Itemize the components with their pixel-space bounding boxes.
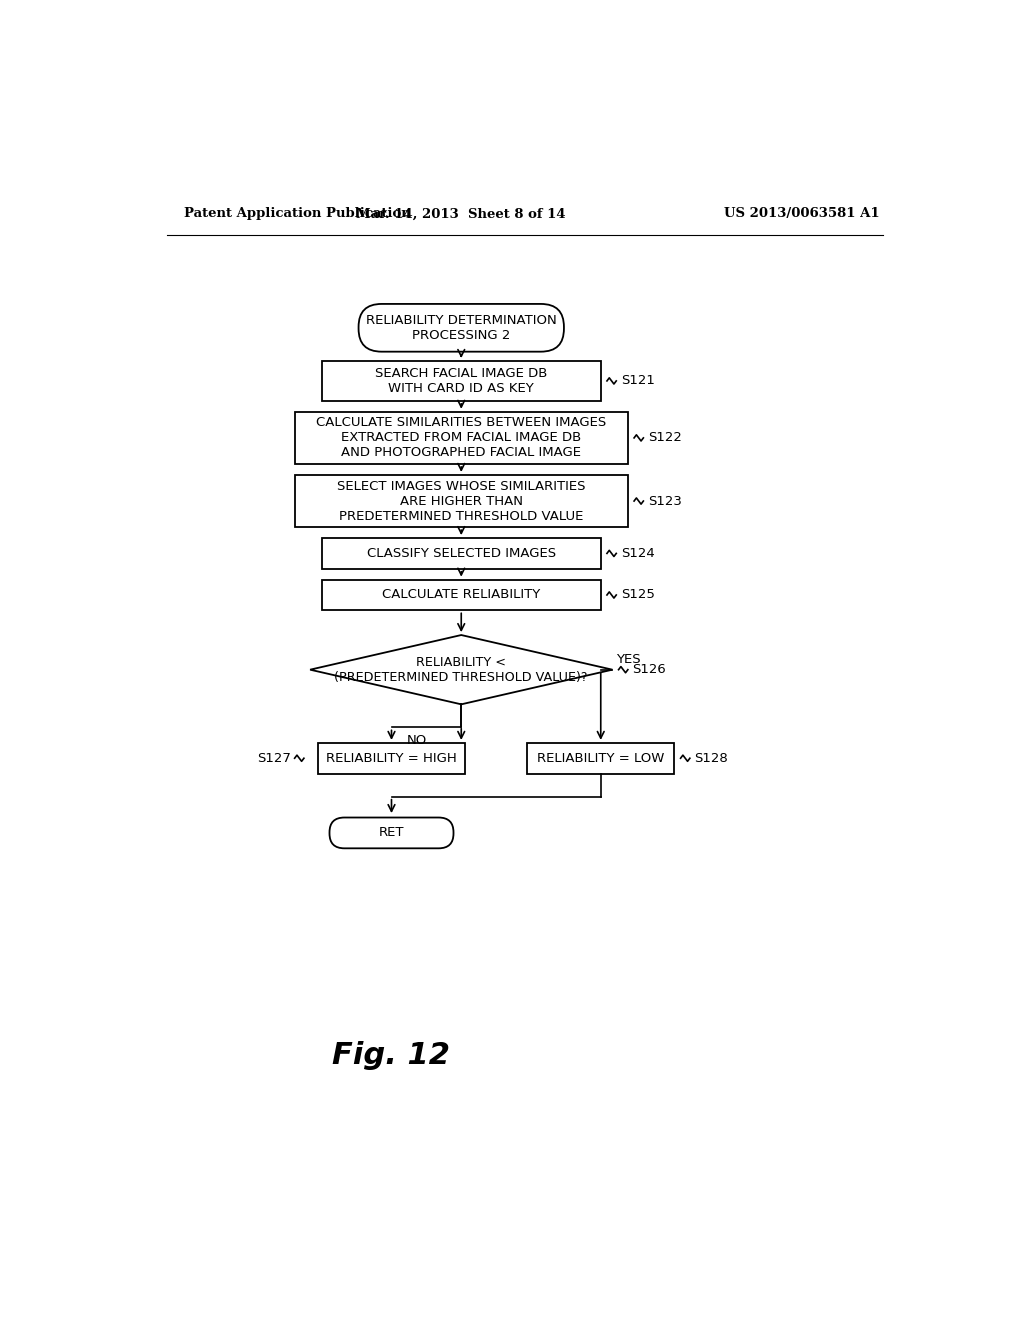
FancyBboxPatch shape (295, 475, 628, 527)
Text: Patent Application Publication: Patent Application Publication (183, 207, 411, 220)
Text: CALCULATE RELIABILITY: CALCULATE RELIABILITY (382, 589, 541, 602)
Text: Fig. 12: Fig. 12 (333, 1041, 451, 1071)
Text: YES: YES (616, 653, 641, 665)
Text: RELIABILITY = HIGH: RELIABILITY = HIGH (326, 751, 457, 764)
Text: S127: S127 (257, 751, 291, 764)
Text: Mar. 14, 2013  Sheet 8 of 14: Mar. 14, 2013 Sheet 8 of 14 (356, 207, 566, 220)
Text: RELIABILITY DETERMINATION
PROCESSING 2: RELIABILITY DETERMINATION PROCESSING 2 (366, 314, 557, 342)
FancyBboxPatch shape (527, 743, 675, 774)
Text: S128: S128 (694, 751, 728, 764)
Text: CALCULATE SIMILARITIES BETWEEN IMAGES
EXTRACTED FROM FACIAL IMAGE DB
AND PHOTOGR: CALCULATE SIMILARITIES BETWEEN IMAGES EX… (316, 416, 606, 459)
FancyBboxPatch shape (330, 817, 454, 849)
Text: S121: S121 (621, 375, 654, 388)
Text: S122: S122 (648, 432, 682, 445)
FancyBboxPatch shape (322, 360, 601, 401)
Polygon shape (310, 635, 612, 705)
Text: S123: S123 (648, 495, 682, 508)
FancyBboxPatch shape (322, 579, 601, 610)
Text: S124: S124 (621, 546, 654, 560)
Text: US 2013/0063581 A1: US 2013/0063581 A1 (724, 207, 880, 220)
Text: RET: RET (379, 826, 404, 840)
FancyBboxPatch shape (358, 304, 564, 351)
FancyBboxPatch shape (322, 539, 601, 569)
Text: RELIABILITY <
(PREDETERMINED THRESHOLD VALUE)?: RELIABILITY < (PREDETERMINED THRESHOLD V… (335, 656, 588, 684)
FancyBboxPatch shape (295, 412, 628, 465)
Text: SELECT IMAGES WHOSE SIMILARITIES
ARE HIGHER THAN
PREDETERMINED THRESHOLD VALUE: SELECT IMAGES WHOSE SIMILARITIES ARE HIG… (337, 479, 586, 523)
Text: NO: NO (407, 734, 427, 747)
Text: RELIABILITY = LOW: RELIABILITY = LOW (537, 751, 665, 764)
Text: CLASSIFY SELECTED IMAGES: CLASSIFY SELECTED IMAGES (367, 546, 556, 560)
Text: S126: S126 (633, 663, 667, 676)
Text: S125: S125 (621, 589, 654, 602)
FancyBboxPatch shape (317, 743, 465, 774)
Text: SEARCH FACIAL IMAGE DB
WITH CARD ID AS KEY: SEARCH FACIAL IMAGE DB WITH CARD ID AS K… (375, 367, 548, 395)
